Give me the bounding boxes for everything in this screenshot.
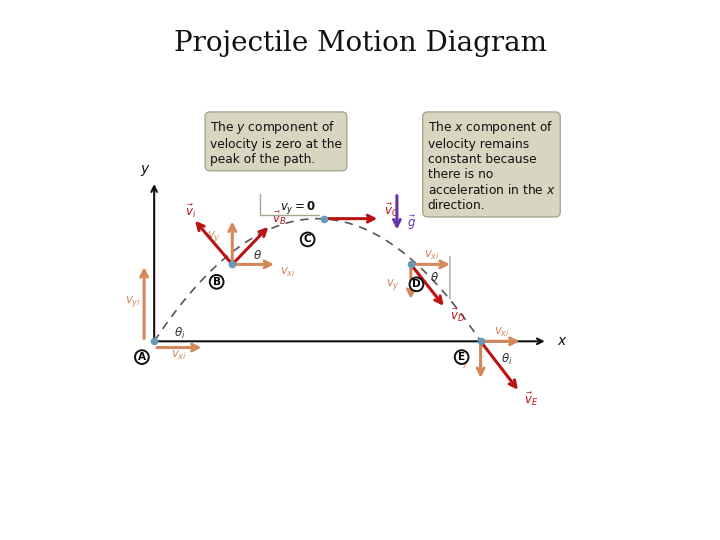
Text: $v_{xi}$: $v_{xi}$ xyxy=(280,266,296,279)
Text: $\vec{v}_C$: $\vec{v}_C$ xyxy=(384,202,398,219)
Text: $v_y = \mathbf{0}$: $v_y = \mathbf{0}$ xyxy=(280,199,316,215)
Text: The $y$ component of
velocity is zero at the
peak of the path.: The $y$ component of velocity is zero at… xyxy=(210,119,342,166)
Text: $v_y$: $v_y$ xyxy=(456,355,469,370)
Text: A: A xyxy=(138,352,146,362)
Text: C: C xyxy=(304,234,312,245)
Text: $\theta_i$: $\theta_i$ xyxy=(174,326,185,341)
Text: $\vec{v}_D$: $\vec{v}_D$ xyxy=(450,307,465,323)
Text: $v_{yi}$: $v_{yi}$ xyxy=(125,294,141,309)
Text: $v_{xi}$: $v_{xi}$ xyxy=(424,249,440,262)
Text: y: y xyxy=(140,162,148,176)
Text: $v_{xi}$: $v_{xi}$ xyxy=(494,326,510,339)
Text: $\theta$: $\theta$ xyxy=(253,249,263,262)
Text: $v_y$: $v_y$ xyxy=(386,277,400,292)
Text: $v_{xi}$: $v_{xi}$ xyxy=(171,349,187,362)
Text: $\vec{v}_B$: $\vec{v}_B$ xyxy=(272,210,287,227)
Text: $\vec{g}$: $\vec{g}$ xyxy=(407,214,416,232)
Text: The $x$ component of
velocity remains
constant because
there is no
acceleration : The $x$ component of velocity remains co… xyxy=(428,119,555,212)
Text: $\theta_i$: $\theta_i$ xyxy=(500,352,512,367)
Text: $\theta$: $\theta$ xyxy=(430,271,438,284)
Text: D: D xyxy=(412,279,420,289)
Text: $\vec{v}_i$: $\vec{v}_i$ xyxy=(185,202,197,220)
Text: x: x xyxy=(557,334,566,348)
Text: $\vec{v}_E$: $\vec{v}_E$ xyxy=(524,391,539,408)
Text: B: B xyxy=(212,277,220,287)
Text: Projectile Motion Diagram: Projectile Motion Diagram xyxy=(174,30,546,57)
Text: E: E xyxy=(458,352,465,362)
Text: $v_y$: $v_y$ xyxy=(207,228,221,244)
